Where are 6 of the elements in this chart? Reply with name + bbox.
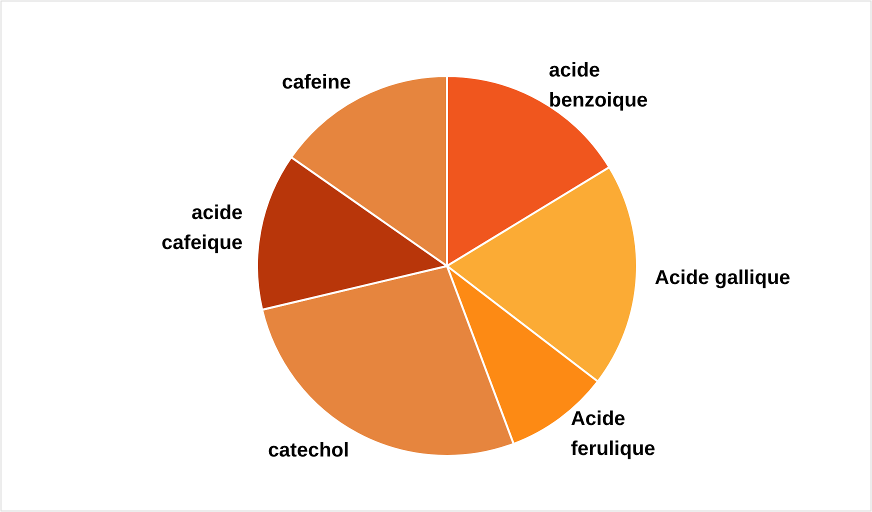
slice-label: catechol xyxy=(268,440,350,462)
slice-label: Acide ferulique xyxy=(570,408,656,460)
slice-label: acide cafeique xyxy=(162,202,243,254)
slice-label: Acide gallique xyxy=(654,267,790,290)
slice-label: cafeine xyxy=(282,72,351,94)
slice-label: acide benzoique xyxy=(548,60,648,112)
